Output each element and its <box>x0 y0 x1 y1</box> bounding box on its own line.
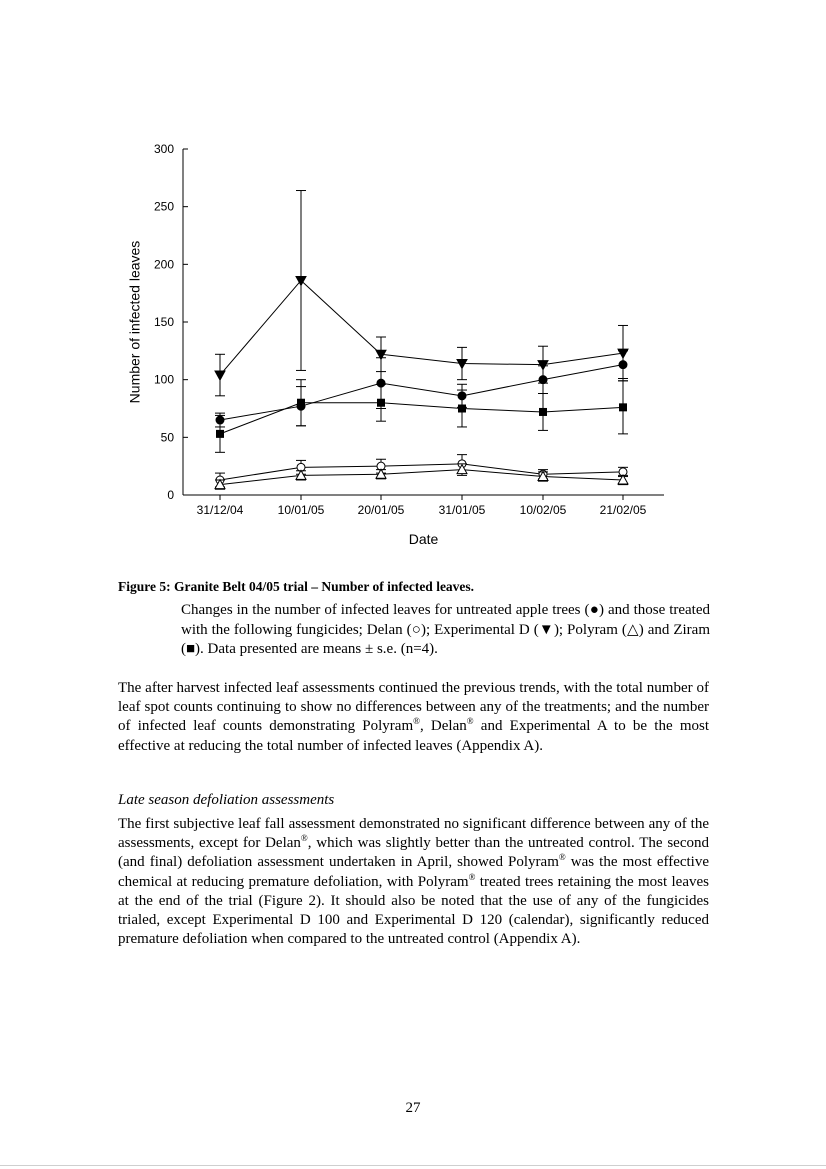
para2-part-b: , which was slightly better than the unt… <box>118 835 709 871</box>
infected-leaves-chart: 0 50 100 150 200 250 300 31/12/04 10/01/05 20/01/… <box>127 142 664 547</box>
data-point <box>295 275 307 287</box>
registered-mark: ® <box>413 716 420 727</box>
figure-caption: Figure 5: Granite Belt 04/05 trial – Num… <box>118 579 710 660</box>
series-untreated <box>215 350 628 428</box>
data-point <box>375 468 387 479</box>
series-line <box>219 463 624 481</box>
x-tick-label: 31/12/04 <box>197 503 244 517</box>
series-polyram <box>214 463 629 490</box>
y-tick-label: 100 <box>154 373 174 387</box>
data-point <box>377 398 385 407</box>
page-bottom-rule <box>0 1165 826 1166</box>
x-tick-label: 10/01/05 <box>278 503 325 517</box>
data-point <box>295 469 307 480</box>
data-point <box>537 470 549 482</box>
data-point <box>456 359 468 370</box>
registered-mark: ® <box>300 833 308 844</box>
data-point <box>216 429 224 438</box>
para2-part-d: treated trees retaining the most leaves … <box>118 873 709 948</box>
chart-axes: 0 50 100 150 200 250 300 31/12/04 10/01/05 20/01/… <box>154 142 664 517</box>
x-tick-label: 10/02/05 <box>520 503 567 517</box>
x-axis-label: Date <box>409 531 439 547</box>
y-tick-label: 50 <box>161 430 175 444</box>
caption-title: Figure 5: Granite Belt 04/05 trial – Num… <box>118 579 475 594</box>
data-point <box>619 403 627 412</box>
registered-mark: ® <box>466 716 474 727</box>
registered-mark: ® <box>558 852 566 863</box>
data-point <box>617 348 629 360</box>
y-tick-label: 200 <box>154 257 174 271</box>
y-axis-label: Number of infected leaves <box>127 241 143 404</box>
registered-mark: ® <box>468 871 476 882</box>
data-point <box>617 473 629 485</box>
para1-part-b: , Delan <box>419 718 467 735</box>
page-number: 27 <box>405 1100 421 1116</box>
section-subheading: Late season defoliation assessments <box>118 792 335 808</box>
x-tick-label: 21/02/05 <box>600 503 647 517</box>
data-point <box>456 463 468 475</box>
caption-body: Changes in the number of infected leaves… <box>181 602 710 657</box>
y-tick-label: 250 <box>154 200 174 214</box>
series-line <box>219 364 624 421</box>
data-point <box>375 349 387 361</box>
x-tick-label: 31/01/05 <box>439 503 486 517</box>
series-line <box>219 469 624 486</box>
para2-part-a: The first subjective leaf fall assessmen… <box>118 816 709 852</box>
chart-series <box>214 190 629 490</box>
data-point <box>297 398 305 407</box>
para1-part-c: and Experimental A to be the most effect… <box>118 718 709 754</box>
data-point <box>537 360 549 371</box>
series-line <box>219 279 624 376</box>
data-point <box>458 404 466 413</box>
data-point <box>214 478 226 490</box>
y-tick-label: 0 <box>167 488 174 502</box>
y-tick-label: 300 <box>154 142 174 156</box>
series-experimental-d <box>214 190 629 397</box>
series-delan <box>215 454 628 488</box>
data-point <box>539 407 547 416</box>
para2-part-c: was the most effective chemical at reduc… <box>118 854 709 890</box>
para1-part-a: The after harvest infected leaf assessme… <box>118 680 709 735</box>
x-tick-label: 20/01/05 <box>358 503 405 517</box>
series-line <box>219 402 624 435</box>
series-ziram <box>215 379 628 453</box>
y-tick-label: 150 <box>154 315 174 329</box>
results-paragraph: The after harvest infected leaf assessme… <box>118 679 709 756</box>
defoliation-paragraph: The first subjective leaf fall assessmen… <box>118 815 709 949</box>
data-point <box>214 370 226 382</box>
